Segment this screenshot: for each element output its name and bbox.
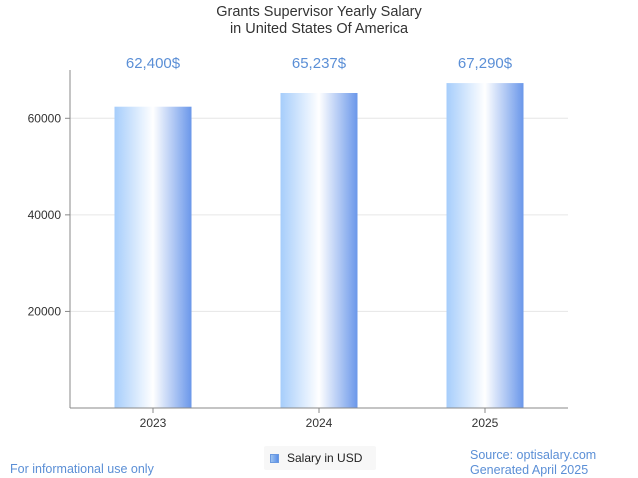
source-text: Source: optisalary.com	[470, 448, 597, 462]
chart-subtitle: in United States Of America	[229, 21, 409, 37]
x-tick-label: 2025	[472, 416, 499, 430]
labels: 20000 40000 60000 2023 62,400$ 2024 65,237$ 202…	[28, 55, 513, 430]
value-label: 62,400$	[126, 55, 181, 72]
legend-label: Salary in USD	[287, 451, 363, 465]
bar-2025[interactable]	[446, 83, 524, 409]
axes	[65, 70, 568, 413]
x-tick-label: 2024	[306, 416, 333, 430]
chart-title: Grants Supervisor Yearly Salary	[216, 4, 422, 20]
legend[interactable]: Salary in USD	[264, 446, 376, 470]
bars	[114, 83, 524, 409]
value-label: 65,237$	[292, 55, 347, 72]
legend-swatch	[270, 453, 279, 463]
y-tick-label: 20000	[28, 304, 62, 318]
chart-title-block: Grants Supervisor Yearly Salary in Unite…	[0, 4, 638, 38]
disclaimer-text: For informational use only	[10, 462, 154, 476]
source-block: Source: optisalary.com Generated April 2…	[470, 448, 596, 478]
y-tick-label: 60000	[28, 111, 62, 125]
bar-2024[interactable]	[280, 92, 358, 409]
y-tick-label: 40000	[28, 208, 62, 222]
x-tick-label: 2023	[140, 416, 167, 430]
bar-2023[interactable]	[114, 106, 192, 408]
generated-text: Generated April 2025	[470, 463, 589, 477]
value-label: 67,290$	[458, 55, 513, 72]
